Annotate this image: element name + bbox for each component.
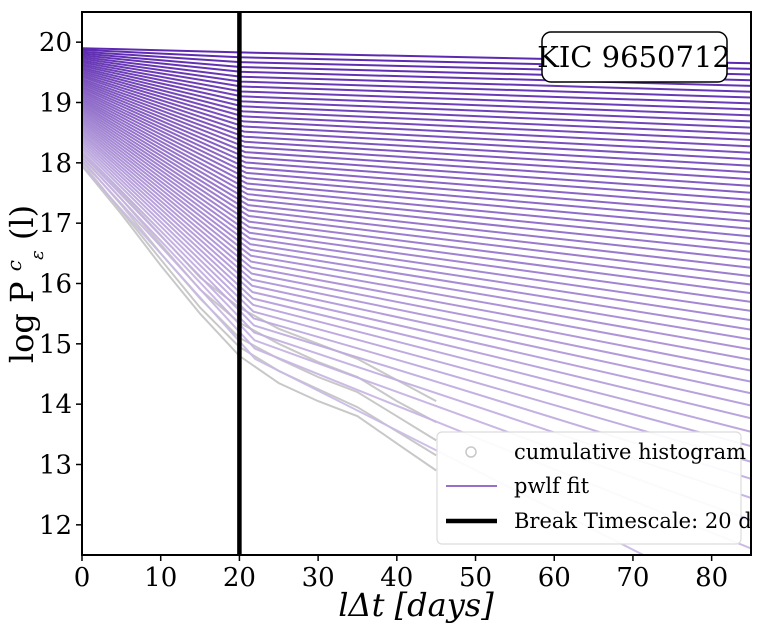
pwlf-line-31	[82, 89, 751, 208]
pwlf-line-45	[82, 63, 751, 117]
pwlf-line-34	[82, 83, 751, 187]
pwlf-line-27	[82, 97, 751, 238]
y-tick-label-13: 13	[39, 451, 72, 481]
x-tick-label-0: 0	[74, 563, 91, 593]
y-axis-label: log P c ε (l)	[0, 205, 51, 363]
pwlf-line-33	[82, 85, 751, 194]
y-label-suffix: (l)	[3, 205, 41, 240]
x-axis-label: lΔt [days]	[338, 586, 494, 624]
y-label-subscript: ε	[27, 250, 48, 260]
svg-text:log P c ε (l: log P c ε (l)	[0, 205, 51, 363]
pwlf-line-38	[82, 76, 751, 161]
y-tick-label-17: 17	[39, 209, 72, 239]
y-label-main: log P	[3, 281, 41, 363]
y-tick-label-15: 15	[39, 330, 72, 360]
pwlf-line-6	[82, 144, 751, 448]
pwlf-line-20	[82, 111, 751, 295]
x-tick-label-10: 10	[144, 563, 177, 593]
pwlf-line-15	[82, 122, 751, 341]
pwlf-line-40	[82, 72, 751, 148]
pwlf-line-32	[82, 87, 751, 201]
x-tick-label-30: 30	[302, 563, 335, 593]
x-tick-label-40: 40	[380, 563, 413, 593]
x-axis-ticks: 0 10 20 30 40 50 60 70 80	[74, 555, 728, 593]
pwlf-line-5	[82, 147, 751, 463]
pwlf-line-35	[82, 81, 751, 181]
pwlf-line-22	[82, 107, 751, 278]
x-tick-label-50: 50	[459, 563, 492, 593]
pwlf-line-9	[82, 137, 751, 407]
histogram-line-1	[82, 162, 437, 457]
pwlf-line-21	[82, 109, 751, 286]
x-tick-label-60: 60	[538, 563, 571, 593]
y-tick-label-18: 18	[39, 149, 72, 179]
pwlf-line-14	[82, 125, 751, 351]
pwlf-line-25	[82, 101, 751, 253]
pwlf-line-4	[82, 150, 751, 480]
legend-label-pwlf: pwlf fit	[514, 474, 590, 498]
legend-label-histogram: cumulative histogram	[514, 440, 746, 464]
pwlf-line-43	[82, 66, 751, 129]
pwlf-line-28	[82, 95, 751, 230]
pwlf-line-7	[82, 142, 751, 433]
histogram-line-2	[82, 159, 437, 442]
pwlf-line-26	[82, 99, 751, 245]
pwlf-line-8	[82, 139, 751, 420]
pwlf-line-13	[82, 127, 751, 361]
y-label-superscript: c	[2, 260, 26, 271]
annotation-text: KIC 9650712	[537, 40, 731, 74]
y-tick-label-16: 16	[39, 270, 72, 300]
pwlf-line-37	[82, 77, 751, 167]
annotation-box: KIC 9650712	[537, 31, 731, 83]
pwlf-line-44	[82, 65, 751, 123]
x-tick-label-20: 20	[223, 563, 256, 593]
pwlf-line-29	[82, 93, 751, 223]
pwlf-line-39	[82, 74, 751, 154]
pwlf-line-10	[82, 134, 751, 395]
pwlf-line-41	[82, 70, 751, 141]
histogram-line-0	[82, 165, 437, 472]
pwlf-line-30	[82, 91, 751, 216]
legend: cumulative histogram pwlf fit Break Time…	[436, 431, 752, 545]
pwlf-line-16	[82, 120, 751, 331]
pwlf-line-24	[82, 103, 751, 261]
pwlf-line-42	[82, 68, 751, 135]
pwlf-line-36	[82, 79, 751, 174]
pwlf-line-12	[82, 129, 751, 372]
y-tick-label-12: 12	[39, 511, 72, 541]
y-tick-label-14: 14	[39, 390, 72, 420]
x-tick-label-80: 80	[695, 563, 728, 593]
pwlf-line-23	[82, 105, 751, 269]
pwlf-line-11	[82, 132, 751, 383]
legend-marker-histogram	[465, 446, 477, 458]
pwlf-line-46	[82, 61, 751, 111]
pwlf-line-17	[82, 118, 751, 322]
pwlf-fit-lines	[82, 47, 751, 555]
y-tick-label-19: 19	[39, 89, 72, 119]
legend-label-break: Break Timescale: 20 d	[514, 509, 752, 533]
pwlf-line-18	[82, 116, 751, 312]
x-tick-label-70: 70	[616, 563, 649, 593]
y-tick-label-20: 20	[39, 28, 72, 58]
pwlf-line-19	[82, 113, 751, 303]
y-axis-ticks: 12 13 14 15 16 17 18 19 20	[39, 28, 82, 541]
legend-frame	[436, 431, 742, 545]
